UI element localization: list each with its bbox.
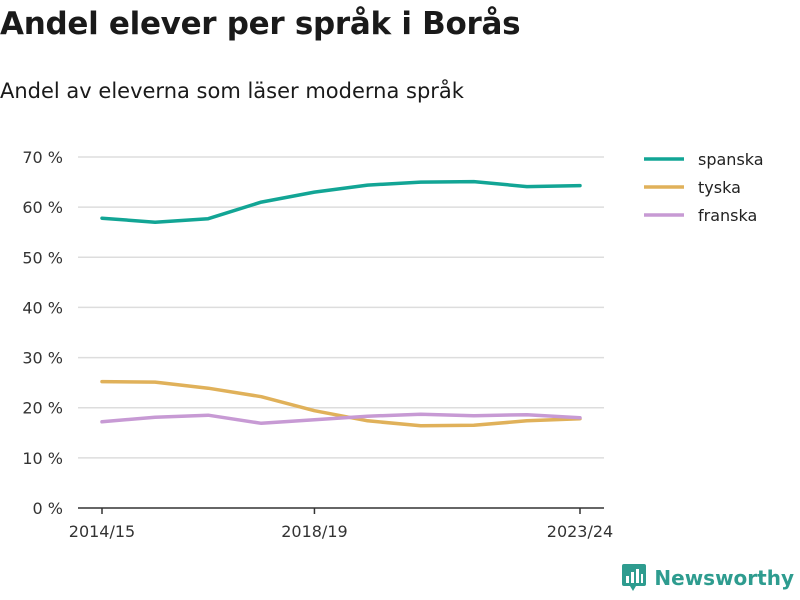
newsworthy-logo-icon: [622, 564, 647, 591]
y-tick-label: 10 %: [22, 449, 63, 468]
legend: spanska tyska franska: [644, 150, 764, 225]
series-line-franska: [100, 412, 582, 426]
legend-item-spanska: spanska: [644, 150, 764, 169]
y-tick-label: 20 %: [22, 399, 63, 418]
chart-title: Andel elever per språk i Borås: [0, 6, 521, 42]
y-tick-label: 50 %: [22, 248, 63, 267]
legend-label: spanska: [698, 150, 764, 169]
series-lines: [100, 179, 582, 428]
brand-name: Newsworthy: [654, 566, 794, 590]
legend-label: tyska: [698, 178, 741, 197]
y-tick-label: 70 %: [22, 148, 63, 167]
x-tick-label: 2014/15: [69, 522, 135, 541]
x-tick-label: 2023/24: [547, 522, 613, 541]
chart-subtitle: Andel av eleverna som läser moderna språ…: [0, 79, 464, 103]
legend-item-tyska: tyska: [644, 178, 741, 197]
x-tick-label: 2018/19: [281, 522, 347, 541]
y-tick-label: 60 %: [22, 198, 63, 217]
legend-item-franska: franska: [644, 206, 757, 225]
series-line-spanska: [100, 179, 582, 224]
grid-lines: [78, 156, 604, 459]
series-line-tyska: [100, 379, 582, 428]
newsworthy-brand[interactable]: Newsworthy: [622, 564, 794, 592]
legend-label: franska: [698, 206, 757, 225]
axes: 0 % 10 % 20 % 30 % 40 % 50 % 60 % 70 % 2014/15 20…: [22, 148, 613, 541]
y-tick-label: 30 %: [22, 349, 63, 368]
y-tick-label: 0 %: [33, 499, 63, 518]
y-tick-label: 40 %: [22, 298, 63, 317]
